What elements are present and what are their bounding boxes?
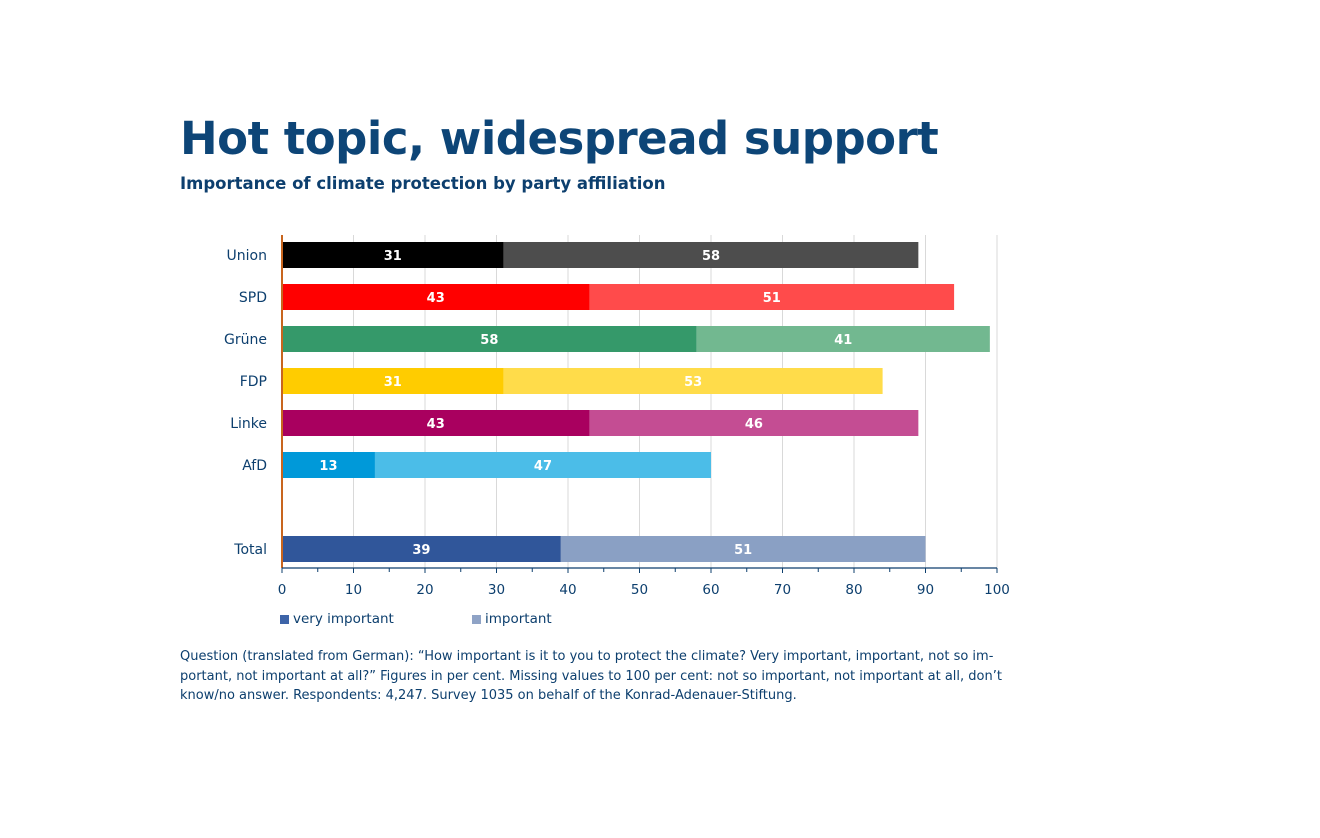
data-label-total-very-important: 39 — [412, 543, 430, 558]
bar-gr-ne-very-important — [282, 326, 697, 352]
data-label-union-important: 58 — [702, 249, 720, 264]
category-label-gr-ne: Grüne — [224, 332, 267, 348]
legend-item-important: important — [472, 611, 552, 627]
chart-subtitle: Importance of climate protection by part… — [180, 174, 666, 193]
x-tick-label-0: 0 — [278, 582, 287, 598]
bar-union-very-important — [282, 242, 504, 268]
chart-title: Hot topic, widespread support — [180, 112, 939, 165]
x-tick-label-30: 30 — [488, 582, 505, 598]
bar-total-important — [560, 536, 926, 562]
bar-afd-very-important — [282, 452, 375, 478]
bar-data-labels: 31 58 43 51 58 41 31 53 43 46 13 47 39 51 — [319, 249, 852, 558]
category-labels: Union SPD Grüne FDP Linke AfD Total — [224, 248, 267, 558]
bar-union-important — [503, 242, 919, 268]
data-label-afd-important: 47 — [534, 459, 552, 474]
legend-item-very-important: very important — [280, 611, 394, 627]
category-label-total: Total — [233, 542, 267, 558]
bar-linke-important — [589, 410, 919, 436]
category-label-fdp: FDP — [240, 374, 267, 390]
x-tick-label-10: 10 — [345, 582, 362, 598]
category-label-linke: Linke — [230, 416, 267, 432]
bar-spd-important — [589, 284, 955, 310]
data-label-gr-ne-very-important: 58 — [480, 333, 498, 348]
data-label-linke-very-important: 43 — [427, 417, 445, 432]
x-tick-label-70: 70 — [774, 582, 791, 598]
legend-label-very-important: very important — [293, 611, 394, 627]
x-tick-label-100: 100 — [984, 582, 1010, 598]
category-label-spd: SPD — [239, 290, 267, 306]
source-note: Question (translated from German): “How … — [180, 649, 1002, 703]
x-tick-label-40: 40 — [559, 582, 576, 598]
bar-fdp-very-important — [282, 368, 504, 394]
x-tick-label-60: 60 — [702, 582, 719, 598]
bar-total-very-important — [282, 536, 561, 562]
x-tick-label-20: 20 — [416, 582, 433, 598]
bar-afd-important — [374, 452, 711, 478]
data-label-fdp-important: 53 — [684, 375, 702, 390]
x-tick-label-80: 80 — [845, 582, 862, 598]
bar-linke-very-important — [282, 410, 590, 436]
bar-spd-very-important — [282, 284, 590, 310]
data-label-gr-ne-important: 41 — [834, 333, 852, 348]
data-label-spd-important: 51 — [763, 291, 781, 306]
data-label-total-important: 51 — [734, 543, 752, 558]
category-label-union: Union — [227, 248, 267, 264]
legend-swatch-very-important — [280, 614, 289, 624]
bar-gr-ne-important — [696, 326, 990, 352]
category-label-afd: AfD — [242, 458, 267, 474]
data-label-afd-very-important: 13 — [319, 459, 337, 474]
data-label-spd-very-important: 43 — [427, 291, 445, 306]
legend-label-important: important — [485, 611, 552, 627]
bars — [282, 242, 990, 562]
bar-fdp-important — [503, 368, 883, 394]
x-tick-label-90: 90 — [917, 582, 934, 598]
x-tick-label-50: 50 — [631, 582, 648, 598]
legend-swatch-important — [472, 614, 481, 624]
data-label-fdp-very-important: 31 — [384, 375, 402, 390]
x-axis-ticks: 0 10 20 30 40 50 60 70 80 90 100 — [278, 568, 1010, 598]
data-label-linke-important: 46 — [745, 417, 763, 432]
data-label-union-very-important: 31 — [384, 249, 402, 264]
